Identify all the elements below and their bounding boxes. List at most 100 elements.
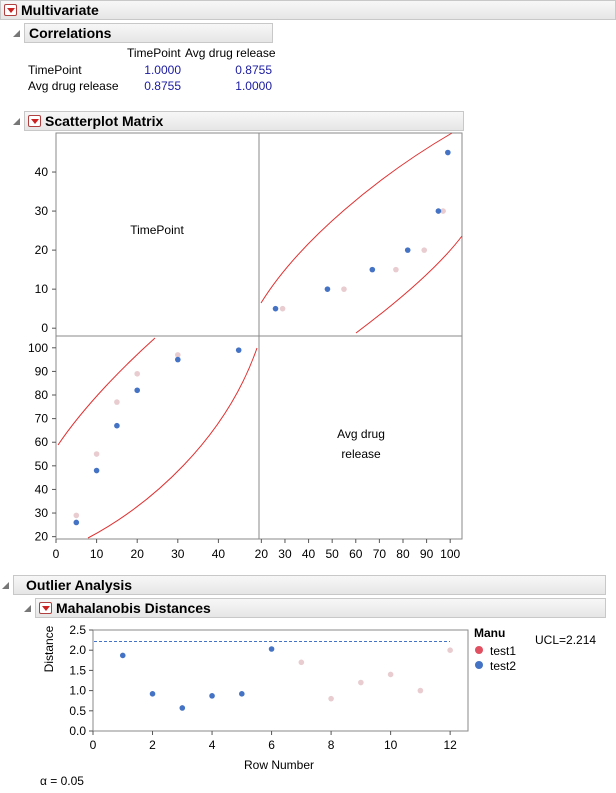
- xtick-label: 40: [212, 547, 226, 561]
- ytick-label: 40: [35, 482, 49, 496]
- scatter-point-test2: [93, 467, 100, 474]
- density-ellipse-top-right: [260, 132, 463, 334]
- md-point-test1: [387, 671, 394, 678]
- md-ytick-label: 1.5: [69, 663, 86, 677]
- ytick-label: 20: [35, 243, 49, 257]
- scatter-point-test1: [440, 208, 446, 214]
- scatterplot-matrix-title: Scatterplot Matrix: [45, 113, 164, 129]
- scatter-point-test2: [73, 519, 80, 526]
- ytick-label: 20: [35, 530, 49, 544]
- xtick-label: 20: [255, 547, 269, 561]
- scatter-point-test1: [341, 286, 347, 292]
- scatter-panel-bottom-left: [73, 347, 242, 526]
- ytick-label: 60: [35, 435, 49, 449]
- corr-cell-1-1: 1.0000: [235, 79, 272, 93]
- md-point-test2: [209, 693, 215, 699]
- md-ytick-label: 2.0: [69, 643, 86, 657]
- md-point-test2: [268, 646, 275, 652]
- ytick-label: 30: [35, 506, 49, 520]
- md-xtick-label: 2: [149, 738, 156, 752]
- scatter-point-test1: [393, 266, 399, 273]
- scatter-point-test2: [369, 266, 376, 273]
- scatter-point-test1: [73, 512, 80, 519]
- legend-label-test2: test2: [490, 659, 516, 673]
- collapse-correlations-icon[interactable]: [13, 30, 20, 37]
- diag-label-timepoint: TimePoint: [130, 223, 184, 237]
- scatterplot-matrix-header: Scatterplot Matrix: [24, 111, 464, 131]
- alpha-label: α = 0.05: [40, 774, 84, 788]
- legend-marker-test2: [475, 661, 483, 669]
- xtick-label: 100: [440, 547, 460, 561]
- diag-label-avg-drug: Avg drug: [337, 427, 385, 441]
- ytick-label: 50: [35, 459, 49, 473]
- mahalanobis-ylabel: Distance: [42, 625, 56, 672]
- corr-row-label-0: TimePoint: [28, 63, 82, 77]
- mahalanobis-ticks: 0.0 0.5 1.0 1.5 2.0 2.5 0 2 4 6 8 10 12: [69, 623, 457, 752]
- corr-cell-1-0: 0.8755: [144, 79, 181, 93]
- ytick-label: 70: [35, 412, 49, 426]
- outlier-analysis-header: Outlier Analysis: [13, 575, 606, 595]
- scatter-matrix-axes: 0 10 20 30 40 20 30 40 50 60 70 80 90 100 0 10 20 30 40 20 3…: [28, 165, 461, 561]
- scatter-point-test1: [114, 399, 120, 405]
- matrix-frame: [55, 132, 463, 540]
- scatter-point-test1: [134, 370, 140, 377]
- mahalanobis-xlabel: Row Number: [244, 758, 314, 772]
- md-xtick-label: 6: [268, 738, 275, 752]
- md-ytick-label: 2.5: [69, 623, 86, 637]
- md-xtick-label: 10: [384, 738, 398, 752]
- collapse-outlier-icon[interactable]: [2, 582, 9, 589]
- md-point-test1: [298, 659, 305, 666]
- scatter-point-test2: [445, 149, 451, 156]
- ytick-label: 0: [41, 321, 48, 335]
- xtick-label: 40: [302, 547, 316, 561]
- md-xtick-label: 8: [328, 738, 335, 752]
- scatter-point-test2: [175, 356, 181, 363]
- corr-col-header-0: TimePoint: [127, 46, 181, 60]
- md-ytick-label: 0.0: [69, 724, 86, 738]
- md-point-test2: [179, 705, 186, 711]
- mahalanobis-menu-button[interactable]: [39, 602, 52, 614]
- legend-marker-test1: [475, 646, 483, 654]
- corr-cell-0-0: 1.0000: [144, 63, 181, 77]
- multivariate-header: Multivariate: [0, 0, 616, 20]
- scatter-point-test2: [114, 422, 120, 429]
- outlier-analysis-title: Outlier Analysis: [26, 577, 133, 593]
- legend-title: Manu: [474, 626, 505, 640]
- md-ytick-label: 1.0: [69, 684, 86, 698]
- md-xtick-label: 0: [90, 738, 97, 752]
- md-ytick-label: 0.5: [69, 704, 86, 718]
- md-xtick-label: 12: [443, 738, 457, 752]
- xtick-label: 30: [278, 547, 292, 561]
- scatter-panel-top-right: [272, 149, 451, 312]
- corr-row-label-1: Avg drug release: [28, 79, 119, 93]
- xtick-label: 90: [420, 547, 434, 561]
- scatterplot-menu-button[interactable]: [28, 115, 41, 127]
- correlations-header: Correlations: [24, 23, 273, 43]
- corr-cell-0-1: 0.8755: [235, 63, 272, 77]
- scatter-point-test2: [324, 286, 331, 292]
- mahalanobis-plot-frame: [92, 629, 469, 732]
- collapse-mahalanobis-icon[interactable]: [24, 605, 31, 612]
- ytick-label: 40: [35, 165, 49, 179]
- mahalanobis-points: [119, 646, 453, 711]
- legend-label-test1: test1: [490, 644, 516, 658]
- md-point-test1: [447, 647, 453, 653]
- multivariate-menu-button[interactable]: [4, 4, 17, 16]
- scatter-point-test2: [404, 247, 411, 253]
- ytick-label: 100: [28, 341, 48, 355]
- scatter-point-test2: [272, 305, 279, 312]
- md-point-test1: [358, 679, 364, 686]
- scatter-point-test1: [93, 451, 100, 457]
- corr-col-header-1: Avg drug release: [185, 46, 276, 60]
- xtick-label: 60: [349, 547, 363, 561]
- xtick-label: 50: [325, 547, 339, 561]
- md-point-test2: [149, 691, 156, 697]
- collapse-scatterplot-icon[interactable]: [13, 118, 20, 125]
- xtick-label: 70: [373, 547, 387, 561]
- md-point-test2: [239, 691, 245, 697]
- scatter-point-test1: [421, 247, 428, 253]
- scatter-point-test1: [175, 352, 181, 358]
- xtick-label: 20: [131, 547, 145, 561]
